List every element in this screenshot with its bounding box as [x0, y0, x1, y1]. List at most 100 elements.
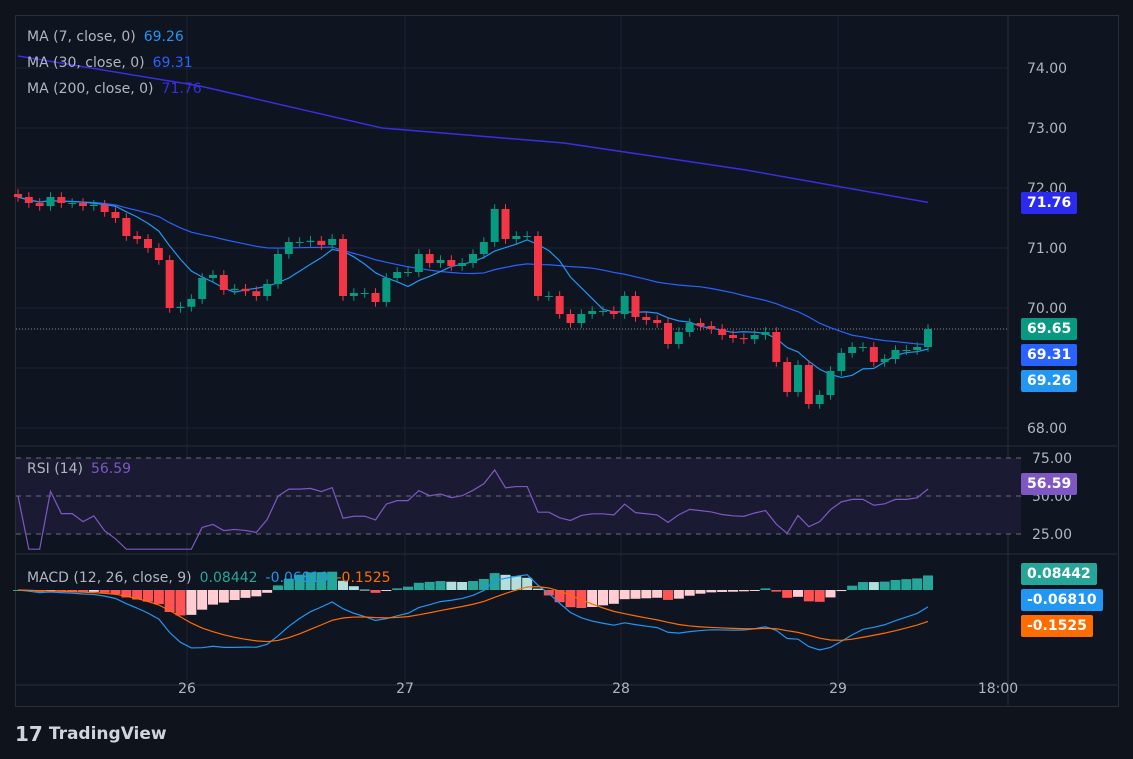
- candle-body: [902, 350, 911, 351]
- macd-histogram-bar: [489, 573, 500, 590]
- macd-histogram-bar: [511, 576, 522, 590]
- candle-body: [100, 204, 109, 212]
- macd-label: MACD (12, 26, close, 9): [27, 570, 192, 586]
- ma30-price-tag: 69.31: [1021, 344, 1078, 366]
- candle-body: [837, 353, 846, 371]
- candle-body: [718, 329, 727, 335]
- candle-body: [891, 350, 900, 359]
- rsi-axis-label: 25.00: [1032, 527, 1072, 543]
- candle-body: [35, 203, 44, 206]
- candle-body: [241, 288, 250, 292]
- macd-histogram-bar: [403, 586, 413, 590]
- candle-body: [859, 347, 867, 348]
- candle-body: [512, 236, 521, 239]
- time-axis-label: 18:00: [978, 681, 1018, 697]
- candle-body: [804, 365, 813, 404]
- ma7-value: 69.26: [143, 29, 184, 45]
- candle-body: [447, 260, 456, 266]
- time-axis-label: 28: [612, 681, 630, 697]
- macd-line: [17, 574, 929, 651]
- price-axis-label: 73.00: [1027, 121, 1067, 137]
- macd-signal-tag: -0.1525: [1021, 615, 1093, 637]
- candle-body: [620, 296, 629, 314]
- macd-histogram-bar: [717, 590, 728, 592]
- candle-body: [209, 275, 217, 278]
- macd-tag: -0.06810: [1021, 589, 1103, 611]
- candle-body: [187, 299, 196, 307]
- candle-body: [664, 323, 672, 344]
- candle-body: [144, 239, 152, 248]
- macd-histogram-bar: [316, 572, 327, 590]
- candle-body: [14, 194, 22, 197]
- macd-histogram-bar: [164, 590, 175, 613]
- ma30-line: [17, 196, 929, 346]
- candle-body: [68, 203, 77, 204]
- macd-histogram-bar: [652, 590, 663, 598]
- macd-histogram-bar: [912, 578, 923, 590]
- candle-body: [642, 317, 651, 320]
- macd-histogram-bar: [500, 574, 511, 590]
- rsi-value: 56.59: [90, 461, 132, 477]
- candle-body: [133, 236, 142, 239]
- macd-histogram-bar: [348, 586, 359, 590]
- candle-body: [198, 278, 207, 299]
- candle-body: [826, 371, 835, 395]
- macd-histogram-bar: [608, 590, 619, 604]
- tradingview-logo[interactable]: 𝟭𝟳 TradingView: [15, 722, 167, 746]
- macd-histogram-bar: [294, 574, 305, 590]
- candle-body: [913, 347, 922, 350]
- candle-body: [534, 236, 542, 296]
- rsi-label: RSI (14): [27, 461, 83, 477]
- candle-body: [230, 288, 239, 290]
- candle-body: [577, 314, 586, 323]
- macd-histogram-bar: [283, 578, 294, 590]
- candle-body: [469, 254, 477, 263]
- ma200-line: [17, 55, 929, 204]
- candle-body: [501, 209, 510, 239]
- macd-histogram-bar: [695, 590, 706, 594]
- candle-body: [458, 263, 467, 266]
- rsi-axis-label: 75.00: [1032, 451, 1072, 467]
- candle-body: [382, 278, 391, 302]
- macd-histogram-bar: [814, 590, 825, 602]
- macd-histogram-bar: [901, 579, 912, 590]
- macd-histogram-bar: [673, 590, 684, 599]
- macd-histogram-bar: [143, 590, 153, 602]
- macd-histogram-bar: [56, 590, 67, 592]
- candle-body: [739, 338, 748, 340]
- macd-histogram-bar: [554, 590, 565, 603]
- macd-histogram-bar: [218, 590, 229, 603]
- legend-ma200: MA (200, close, 0) 71.76: [27, 81, 202, 97]
- candle-body: [544, 296, 553, 297]
- candle-body: [609, 311, 618, 314]
- candle-body: [165, 260, 174, 308]
- macd-histogram-bar: [305, 572, 316, 590]
- candle-body: [328, 239, 337, 245]
- candle-body: [284, 242, 293, 254]
- candle-body: [848, 347, 857, 353]
- macd-signal-line: [17, 586, 929, 643]
- macd-histogram-bar: [847, 585, 858, 590]
- candle-body: [89, 204, 98, 206]
- macd-histogram-bar: [381, 590, 392, 591]
- candle-body: [219, 275, 228, 290]
- candle-body: [339, 239, 347, 296]
- macd-histogram-bar: [327, 571, 338, 590]
- macd-histogram-bar: [663, 590, 673, 600]
- macd-histogram-bar: [587, 590, 598, 607]
- macd-histogram-bar: [478, 578, 489, 590]
- macd-hist-value: 0.08442: [199, 570, 258, 586]
- macd-histogram-bar: [468, 581, 478, 590]
- last-price-tag: 69.65: [1021, 318, 1078, 340]
- candle-body: [566, 314, 575, 323]
- ma200-label: MA (200, close, 0): [27, 81, 154, 97]
- brand-name: TradingView: [48, 724, 167, 744]
- macd-histogram-bar: [251, 590, 262, 597]
- ma30-value: 69.31: [152, 55, 193, 71]
- ma7-line: [17, 196, 929, 379]
- candle-body: [46, 197, 55, 206]
- time-axis-label: 27: [396, 681, 414, 697]
- candle-body: [252, 291, 261, 296]
- time-axis-label: 26: [178, 681, 196, 697]
